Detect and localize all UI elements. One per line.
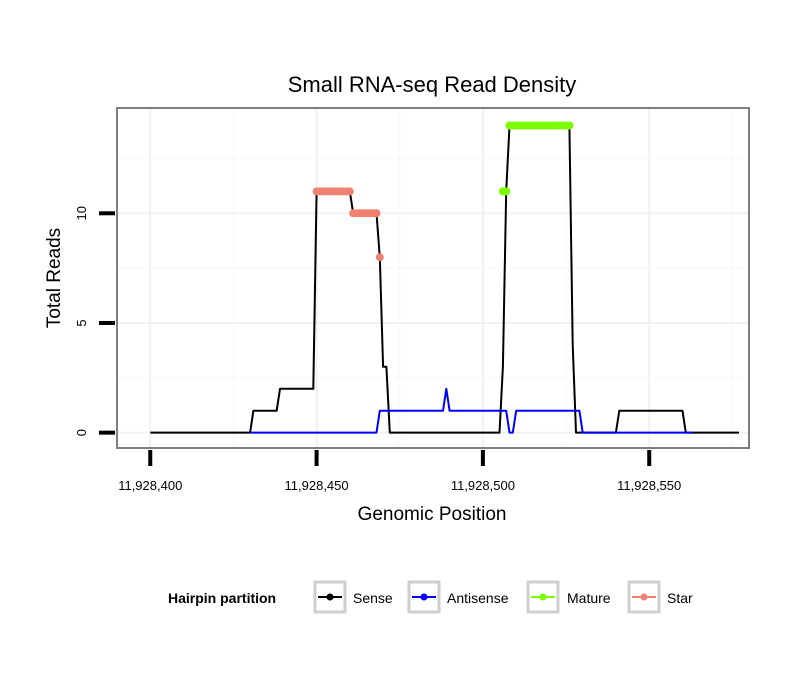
data-point-mature — [502, 187, 511, 196]
legend-dot-sense — [326, 593, 334, 601]
x-tick-label: 11,928,500 — [451, 478, 515, 493]
y-axis-title: Total Reads — [44, 228, 65, 328]
chart-title: Small RNA-seq Read Density — [288, 72, 577, 97]
series-line-antisense — [250, 387, 693, 434]
legend-title: Hairpin partition — [168, 590, 276, 606]
data-point-star — [372, 209, 381, 218]
legend-item-mature: Mature — [526, 580, 611, 614]
legend-dot-antisense — [420, 593, 428, 601]
legend-dot-mature — [539, 593, 547, 601]
x-tick-label: 11,928,400 — [118, 478, 182, 493]
legend-label-mature: Mature — [567, 590, 611, 606]
legend-dot-star — [640, 593, 648, 601]
legend-item-star: Star — [627, 580, 693, 614]
x-tick-label: 11,928,450 — [285, 478, 349, 493]
legend: Hairpin partition Sense Antisense Mature… — [168, 580, 693, 614]
legend-label-star: Star — [667, 590, 693, 606]
data-point-star — [375, 253, 384, 262]
y-tick-label: 10 — [74, 206, 89, 220]
panel-border — [116, 107, 750, 449]
legend-item-sense: Sense — [313, 580, 393, 614]
y-tick-label: 5 — [74, 319, 89, 326]
legend-label-sense: Sense — [353, 590, 393, 606]
x-axis: 11,928,400 11,928,450 11,928,500 11,928,550 — [118, 450, 681, 493]
plot-panel — [116, 107, 750, 449]
x-tick-label: 11,928,550 — [617, 478, 681, 493]
x-axis-title: Genomic Position — [358, 504, 507, 525]
y-tick-label: 0 — [74, 429, 89, 436]
y-axis: 0 5 10 — [74, 206, 115, 436]
legend-label-antisense: Antisense — [447, 590, 509, 606]
data-point-mature — [565, 121, 574, 130]
data-point-star — [345, 187, 354, 196]
panel-background — [117, 108, 749, 448]
legend-item-antisense: Antisense — [407, 580, 509, 614]
series-layer — [150, 121, 739, 434]
